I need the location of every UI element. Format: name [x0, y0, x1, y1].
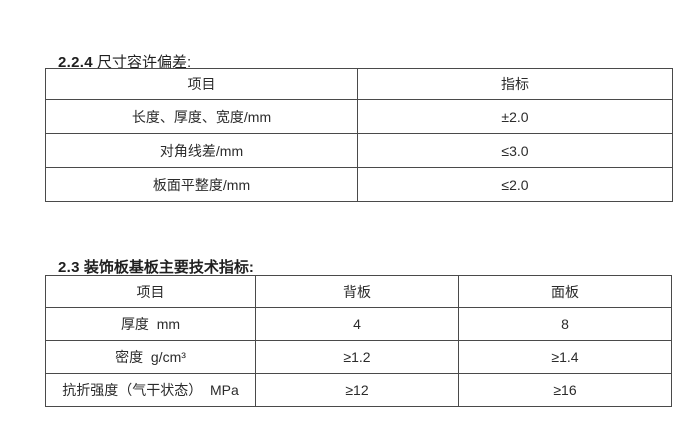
- cell-item: 抗折强度（气干状态） MPa: [45, 373, 256, 407]
- cell-backboard-value: 4: [255, 307, 459, 341]
- table-row: 对角线差/mm ≤3.0: [45, 133, 673, 168]
- cell-backboard-value: ≥1.2: [255, 340, 459, 374]
- column-header-backboard: 背板: [255, 275, 459, 308]
- column-header-faceplate: 面板: [458, 275, 672, 308]
- cell-faceplate-value: ≥16: [458, 373, 672, 407]
- cell-item: 厚度 mm: [45, 307, 256, 341]
- technical-indicators-table: 项目 背板 面板 厚度 mm 4 8 密度 g/cm³ ≥1.2 ≥1.4 抗折…: [45, 275, 672, 407]
- table-row: 抗折强度（气干状态） MPa ≥12 ≥16: [45, 373, 672, 407]
- section-number: 2.3: [58, 259, 80, 276]
- cell-faceplate-value: 8: [458, 307, 672, 341]
- section-number: 2.2.4: [58, 54, 93, 71]
- cell-value: ≤2.0: [357, 167, 673, 202]
- table-header-row: 项目 指标: [45, 68, 673, 100]
- cell-faceplate-value: ≥1.4: [458, 340, 672, 374]
- dimensional-tolerance-table: 项目 指标 长度、厚度、宽度/mm ±2.0 对角线差/mm ≤3.0 板面平整…: [45, 68, 673, 202]
- section-title: 装饰板基板主要技术指标:: [79, 259, 254, 276]
- table-row: 板面平整度/mm ≤2.0: [45, 167, 673, 202]
- cell-item: 密度 g/cm³: [45, 340, 256, 374]
- section-heading-technical-indicators: 2.3 装饰板基板主要技术指标:: [58, 258, 254, 277]
- column-header-indicator: 指标: [357, 68, 673, 100]
- table-row: 长度、厚度、宽度/mm ±2.0: [45, 99, 673, 134]
- section-title: 尺寸容许偏差:: [92, 54, 192, 71]
- cell-value: ≤3.0: [357, 133, 673, 168]
- cell-item: 长度、厚度、宽度/mm: [45, 99, 358, 134]
- table-row: 厚度 mm 4 8: [45, 307, 672, 341]
- column-header-item: 项目: [45, 68, 358, 100]
- table-row: 密度 g/cm³ ≥1.2 ≥1.4: [45, 340, 672, 374]
- cell-backboard-value: ≥12: [255, 373, 459, 407]
- cell-value: ±2.0: [357, 99, 673, 134]
- column-header-item: 项目: [45, 275, 256, 308]
- table-header-row: 项目 背板 面板: [45, 275, 672, 308]
- section-heading-dimensional-tolerance: 2.2.4 尺寸容许偏差:: [58, 53, 191, 72]
- cell-item: 板面平整度/mm: [45, 167, 358, 202]
- cell-item: 对角线差/mm: [45, 133, 358, 168]
